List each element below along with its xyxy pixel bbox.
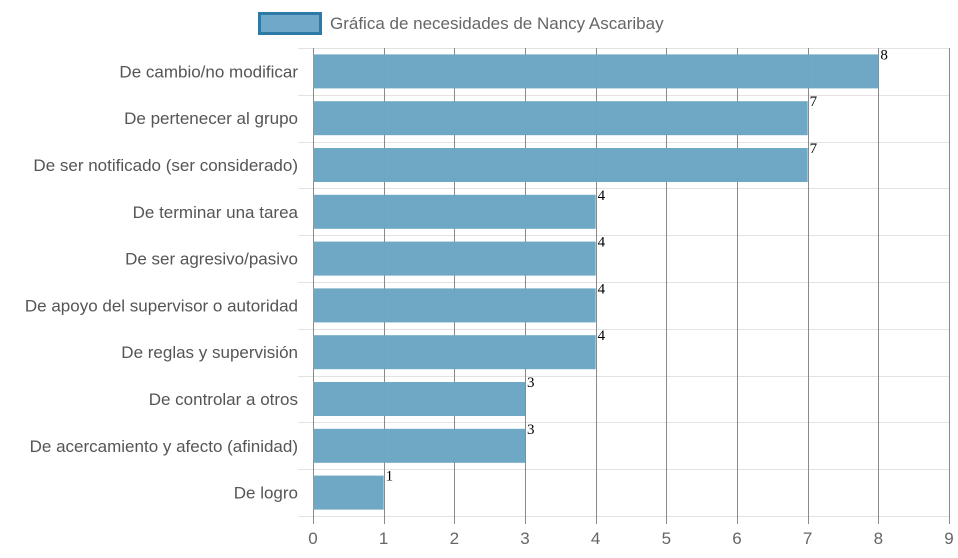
data-label: 3 bbox=[527, 422, 535, 438]
data-label: 4 bbox=[598, 281, 606, 297]
x-tick-label: 0 bbox=[308, 529, 317, 548]
legend[interactable]: Gráfica de necesidades de Nancy Ascariba… bbox=[258, 12, 665, 35]
legend-swatch[interactable] bbox=[258, 12, 322, 35]
x-tick-label: 6 bbox=[732, 529, 741, 548]
bar[interactable] bbox=[313, 148, 808, 182]
category-label: De cambio/no modificar bbox=[119, 62, 298, 81]
bar[interactable] bbox=[313, 241, 596, 276]
bar[interactable] bbox=[313, 288, 596, 323]
category-label: De acercamiento y afecto (afinidad) bbox=[30, 437, 298, 456]
data-labels: 8 7 7 4 4 4 4 3 3 1 bbox=[386, 47, 888, 484]
data-label: 7 bbox=[810, 94, 818, 110]
bar[interactable] bbox=[313, 335, 596, 370]
x-axis-ticks: 0 1 2 3 4 5 6 7 8 9 bbox=[308, 529, 953, 548]
category-label: De ser agresivo/pasivo bbox=[125, 250, 298, 269]
x-tick-label: 2 bbox=[450, 529, 459, 548]
bar[interactable] bbox=[313, 101, 808, 136]
category-label: De apoyo del supervisor o autoridad bbox=[25, 296, 298, 315]
data-label: 4 bbox=[598, 235, 606, 251]
bar[interactable] bbox=[313, 194, 596, 229]
x-tick-label: 3 bbox=[520, 529, 529, 548]
bar[interactable] bbox=[313, 54, 879, 89]
bar[interactable] bbox=[313, 382, 525, 416]
data-label: 3 bbox=[527, 375, 535, 391]
category-label: De pertenecer al grupo bbox=[124, 109, 298, 128]
bar[interactable] bbox=[313, 475, 384, 510]
data-label: 1 bbox=[386, 469, 394, 485]
category-label: De controlar a otros bbox=[149, 390, 298, 409]
data-label: 7 bbox=[810, 141, 818, 157]
x-tick-label: 4 bbox=[591, 529, 600, 548]
x-tick-label: 5 bbox=[662, 529, 671, 548]
x-tick-label: 9 bbox=[944, 529, 953, 548]
category-labels: De cambio/no modificar De pertenecer al g… bbox=[25, 62, 299, 502]
x-tick-label: 8 bbox=[874, 529, 883, 548]
category-label: De logro bbox=[234, 484, 298, 503]
bar[interactable] bbox=[313, 428, 525, 463]
bars bbox=[313, 54, 879, 510]
category-label: De terminar una tarea bbox=[133, 203, 299, 222]
x-tick-label: 1 bbox=[379, 529, 388, 548]
category-label: De ser notificado (ser considerado) bbox=[33, 156, 298, 175]
data-label: 8 bbox=[880, 47, 888, 63]
data-label: 4 bbox=[598, 328, 606, 344]
legend-label[interactable]: Gráfica de necesidades de Nancy Ascariba… bbox=[330, 14, 664, 33]
category-label: De reglas y supervisión bbox=[121, 343, 298, 362]
data-label: 4 bbox=[598, 188, 606, 204]
x-tick-label: 7 bbox=[803, 529, 812, 548]
